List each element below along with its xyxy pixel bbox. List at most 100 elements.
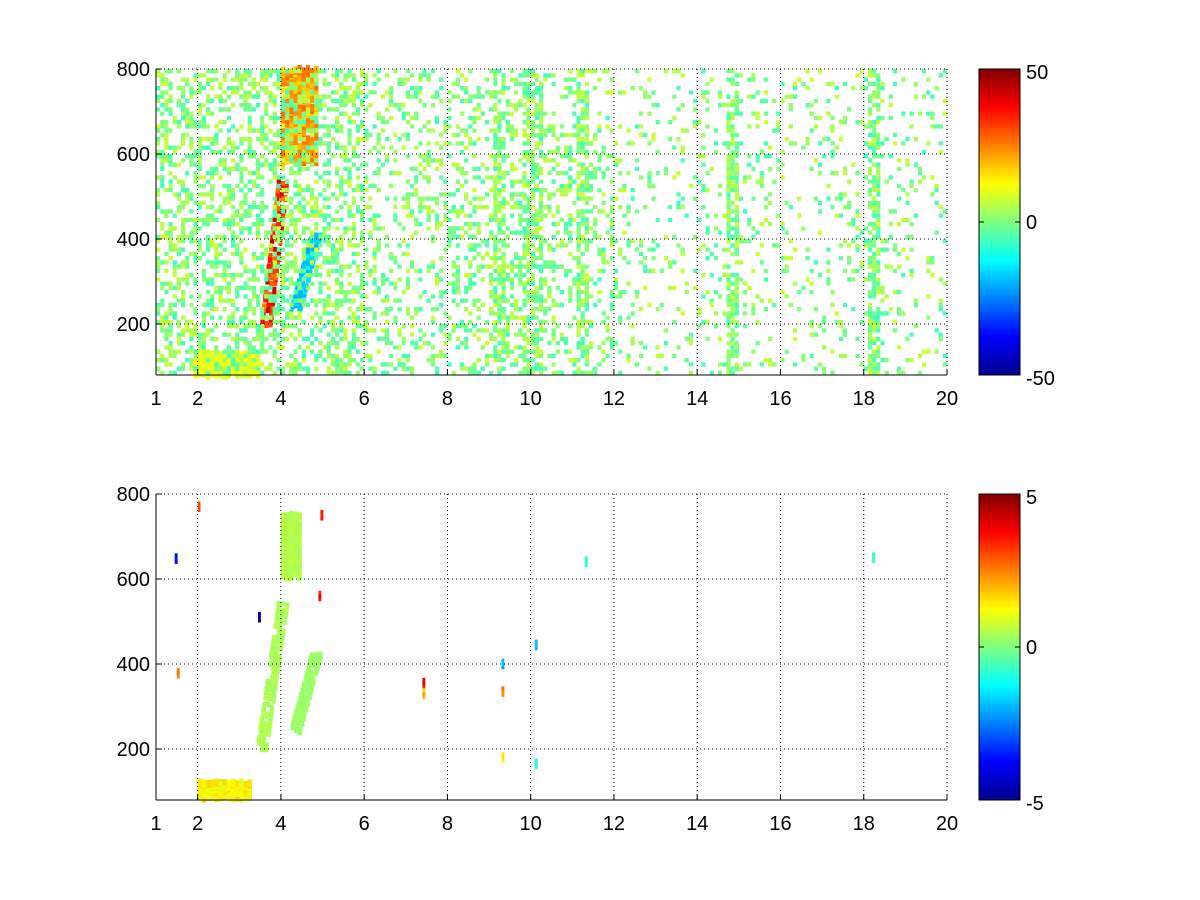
heatmap-cell: [193, 311, 198, 316]
heatmap-cell: [680, 145, 685, 150]
heatmap-cell: [322, 132, 327, 138]
heatmap-cell: [497, 247, 502, 252]
heatmap-cell: [693, 175, 698, 180]
heatmap-cell: [618, 294, 623, 299]
heatmap-cell: [497, 332, 502, 337]
heatmap-cell: [343, 226, 348, 231]
heatmap-cell: [559, 124, 564, 129]
heatmap-cell: [160, 353, 165, 359]
heatmap-cell: [193, 251, 198, 257]
heatmap-cell: [343, 149, 348, 155]
heatmap-cell: [301, 154, 306, 159]
heatmap-cell: [206, 332, 211, 337]
heatmap-cell: [718, 362, 723, 367]
heatmap-cell: [206, 145, 211, 150]
heatmap-cell: [168, 353, 173, 359]
heatmap-cell: [514, 273, 519, 278]
heatmap-cell: [605, 230, 610, 235]
heatmap-cell: [310, 93, 315, 101]
heatmap-cell: [297, 315, 302, 320]
heatmap-cell: [480, 302, 485, 308]
heatmap-cell: [905, 192, 910, 197]
heatmap-cell: [260, 336, 265, 342]
heatmap-cell: [589, 69, 594, 74]
heatmap-cell: [576, 222, 581, 227]
heatmap-cell: [522, 234, 527, 240]
heatmap-cell: [459, 341, 465, 346]
heatmap-cell: [493, 196, 498, 201]
heatmap-cell: [576, 175, 581, 180]
heatmap-cell: [289, 166, 294, 171]
heatmap-cell: [164, 77, 169, 82]
heatmap-cell: [763, 98, 768, 104]
heatmap-cell: [160, 120, 165, 125]
heatmap-cell: [247, 154, 252, 159]
heatmap-cell: [314, 120, 319, 125]
heatmap-cell: [301, 104, 306, 112]
heatmap-cell: [401, 205, 406, 210]
heatmap-cell: [201, 192, 206, 197]
heatmap-cell: [526, 294, 531, 299]
heatmap-cell: [922, 94, 927, 99]
heatmap-cell: [476, 166, 481, 171]
heatmap-cell: [326, 260, 331, 265]
heatmap-cell: [439, 145, 444, 150]
heatmap-cell: [247, 319, 252, 325]
heatmap-cell: [405, 94, 410, 99]
heatmap-cell: [330, 370, 336, 376]
heatmap-cell: [859, 86, 864, 91]
heatmap-cell: [201, 103, 206, 108]
heatmap-cell: [193, 260, 198, 265]
heatmap-cell: [247, 73, 252, 78]
heatmap-cell: [505, 154, 510, 159]
heatmap-cell: [326, 81, 331, 87]
heatmap-cell: [176, 281, 181, 286]
heatmap-cell: [272, 307, 277, 312]
heatmap-cell: [609, 290, 614, 295]
heatmap-cell: [222, 234, 227, 240]
heatmap-cell: [164, 358, 169, 363]
heatmap-cell: [410, 324, 415, 329]
heatmap-cell: [222, 264, 227, 269]
heatmap-cell: [276, 230, 281, 235]
heatmap-cell: [876, 370, 881, 376]
heatmap-cell: [734, 290, 739, 295]
heatmap-cell: [230, 149, 236, 155]
heatmap-cell: [164, 251, 169, 257]
heatmap-cell: [293, 112, 298, 118]
heatmap-cell: [913, 298, 918, 303]
heatmap-cell: [239, 358, 244, 363]
heatmap-cell: [734, 81, 739, 87]
heatmap-cell: [584, 196, 589, 201]
heatmap-cell: [206, 107, 211, 112]
heatmap-cell: [493, 120, 498, 125]
heatmap-cell: [322, 311, 327, 316]
heatmap-cell: [609, 226, 614, 231]
heatmap-cell: [251, 251, 256, 257]
heatmap-cell: [518, 315, 523, 320]
heatmap-cell: [410, 192, 415, 197]
heatmap-cell: [164, 234, 169, 240]
heatmap-cell: [555, 349, 560, 354]
heatmap-cell: [372, 281, 377, 286]
heatmap-cell: [414, 111, 419, 116]
heatmap-cell: [609, 90, 614, 95]
heatmap-cell: [597, 128, 602, 133]
heatmap-cell: [647, 302, 652, 308]
heatmap-cell: [443, 120, 448, 125]
heatmap-cell: [347, 298, 352, 303]
heatmap-cell: [272, 298, 277, 303]
heatmap-cell: [372, 251, 377, 257]
heatmap-cell: [326, 132, 331, 138]
heatmap-cell: [360, 196, 365, 201]
heatmap-cell: [734, 260, 739, 265]
heatmap-cell: [326, 222, 331, 227]
heatmap-cell: [584, 107, 589, 112]
heatmap-cell: [289, 171, 294, 176]
heatmap-cell: [372, 315, 377, 320]
heatmap-cell: [434, 158, 440, 163]
heatmap-cell: [193, 171, 198, 176]
heatmap-cell: [285, 75, 290, 81]
heatmap-cell: [755, 111, 760, 116]
heatmap-cell: [534, 362, 539, 367]
